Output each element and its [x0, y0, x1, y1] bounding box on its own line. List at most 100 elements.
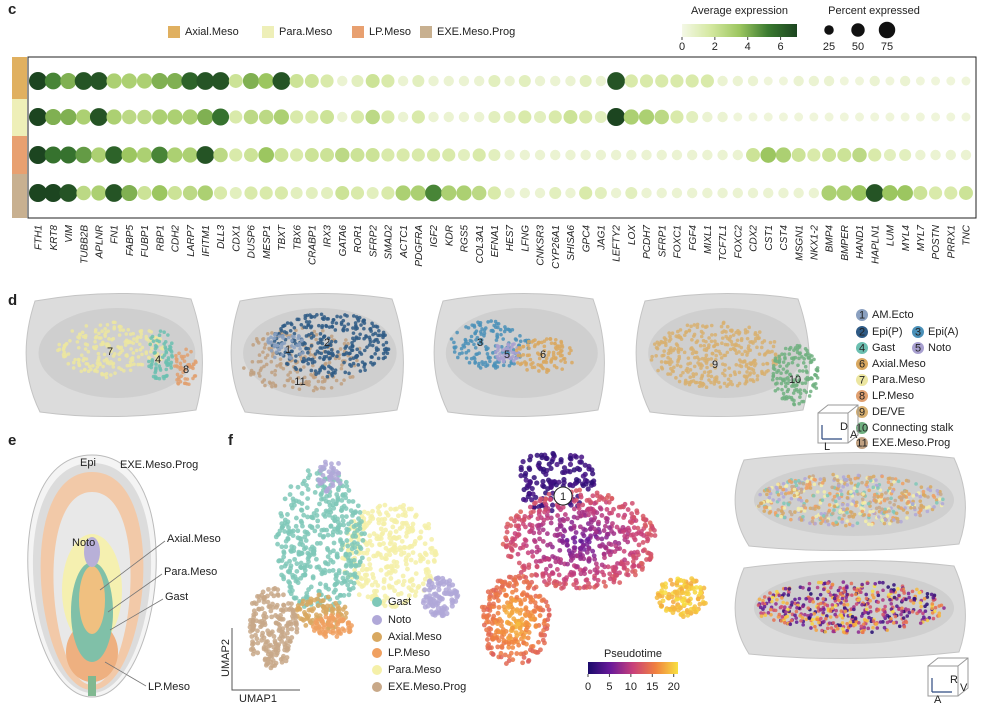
cell-dot: [281, 554, 287, 560]
cell-dot: [574, 585, 580, 591]
cell-dot: [553, 583, 558, 589]
cell-dot: [779, 381, 784, 386]
cell-dot: [318, 367, 322, 372]
cell-dot: [320, 375, 325, 380]
cell-dot: [536, 509, 542, 515]
cell-dot: [68, 338, 72, 343]
cell-dot: [586, 463, 592, 470]
cell-dot: [309, 544, 315, 550]
cell-dot: [611, 568, 617, 574]
cell-dot: [280, 629, 286, 635]
cell-dot: [527, 346, 531, 351]
cell-dot: [505, 521, 511, 527]
expression-dot: [122, 109, 137, 125]
cell-dot: [605, 516, 610, 522]
expression-dot: [473, 75, 485, 87]
cell-dot: [865, 480, 869, 485]
cell-dot: [668, 577, 674, 583]
cell-dot: [512, 351, 517, 355]
cell-dot: [616, 504, 622, 510]
cell-dot: [297, 341, 302, 346]
cell-dot: [449, 337, 454, 341]
cell-dot: [502, 652, 508, 658]
cell-dot: [581, 547, 587, 552]
expression-dot: [610, 187, 622, 199]
cell-dot: [905, 510, 910, 515]
cell-dot: [537, 605, 543, 611]
cell-dot: [779, 514, 783, 519]
row-color-bar: [12, 136, 27, 174]
cell-dot: [504, 609, 509, 615]
cell-dot: [289, 321, 293, 326]
cell-dot: [360, 563, 366, 569]
cell-dot: [266, 656, 272, 662]
cell-dot: [662, 340, 667, 345]
expression-dot: [607, 107, 626, 127]
cell-dot: [544, 582, 550, 588]
cell-dot: [111, 354, 116, 358]
cell-dot: [688, 361, 693, 366]
cell-dot: [333, 328, 338, 332]
cell-dot: [392, 550, 398, 555]
cell-dot: [860, 480, 864, 485]
cell-dot: [589, 519, 594, 525]
cell-dot: [541, 554, 547, 560]
cell-dot: [475, 335, 480, 340]
cell-dot: [276, 628, 282, 633]
cell-dot: [117, 345, 122, 350]
cell-dot: [279, 345, 284, 350]
cell-dot: [403, 533, 409, 539]
cell-dot: [899, 519, 903, 524]
expression-dot: [320, 110, 335, 124]
cell-dot: [724, 334, 728, 339]
cell-dot: [382, 593, 388, 599]
cell-dot: [543, 496, 549, 502]
cell-dot: [368, 327, 373, 331]
expression-dot: [488, 110, 501, 124]
expression-dot: [320, 148, 335, 162]
cell-dot: [409, 576, 415, 582]
cell-dot: [351, 580, 357, 586]
cell-dot: [121, 328, 126, 332]
gene-label: CST4: [779, 225, 790, 251]
cell-dot: [93, 339, 97, 344]
cell-dot: [280, 523, 286, 529]
cell-cloud: [654, 576, 708, 620]
cell-dot: [546, 491, 552, 497]
cell-dot: [182, 381, 187, 386]
cell-dot: [326, 370, 331, 375]
legend-badge-id: 6: [859, 358, 865, 370]
cell-dot: [280, 607, 286, 613]
cell-dot: [103, 334, 107, 338]
cell-dot: [527, 504, 533, 510]
cell-dot: [358, 369, 363, 373]
cell-dot: [279, 365, 283, 369]
cell-dot: [692, 589, 698, 595]
expression-dot: [365, 109, 380, 125]
color-bar: [682, 24, 797, 37]
cell-dot: [294, 568, 300, 574]
legend-badge: [856, 406, 868, 418]
expression-dot: [960, 149, 972, 161]
cell-dot: [302, 478, 307, 484]
cell-dot: [502, 358, 506, 363]
cell-dot: [327, 357, 332, 361]
cell-dot: [536, 639, 541, 645]
cell-dot: [587, 569, 593, 575]
cell-dot: [250, 646, 256, 652]
cell-dot: [322, 459, 328, 465]
leader-line: [107, 573, 163, 613]
cell-dot: [840, 520, 844, 524]
cell-dot: [921, 505, 926, 509]
cell-dot: [422, 576, 428, 582]
cell-cloud: [340, 502, 439, 610]
cell-dot: [299, 501, 305, 507]
cell-dot: [284, 347, 288, 351]
expression-dot: [44, 183, 63, 203]
cell-dot: [346, 592, 352, 598]
cell-dot: [362, 362, 367, 367]
cell-cloud: [494, 342, 521, 364]
expression-dot: [428, 75, 439, 87]
cell-dot: [697, 363, 702, 367]
cell-dot: [304, 334, 309, 338]
